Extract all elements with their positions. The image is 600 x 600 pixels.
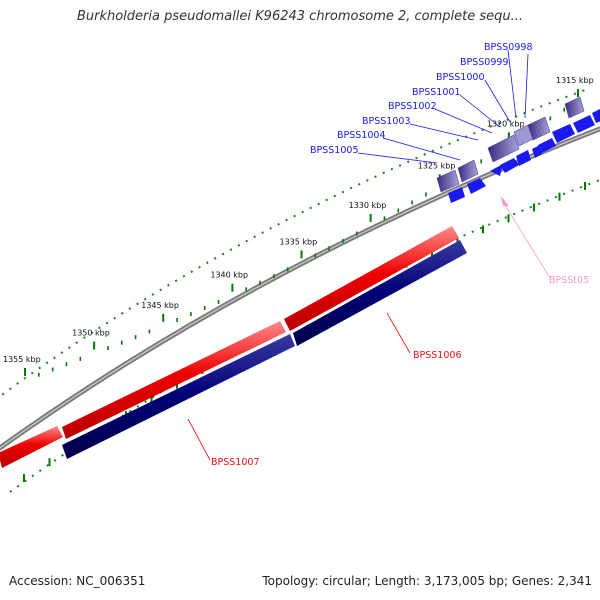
upper-gene-cluster[interactable]	[436, 96, 600, 203]
map-title: Burkholderia pseudomallei K96243 chromos…	[76, 9, 524, 24]
gene-bpss1006-forward-segment[interactable]	[284, 226, 459, 331]
small-gene-8	[552, 124, 575, 143]
gene-label-bpss0999[interactable]: BPSS0999	[460, 57, 508, 68]
gene-label-bpss1006[interactable]: BPSS1006	[413, 350, 461, 361]
small-gene-4	[500, 158, 519, 173]
tick-label-1345: 1345 kbp	[141, 301, 179, 310]
tick-label-1320: 1320 kbp	[487, 119, 525, 128]
accession-footer: Accession: NC_006351	[9, 574, 146, 588]
operon-box-bpss1003	[487, 134, 520, 163]
tick-label-1330: 1330 kbp	[349, 201, 387, 210]
gene-label-bpss1003[interactable]: BPSS1003	[362, 116, 410, 127]
gene-bpss1007-forward-segment[interactable]	[0, 426, 63, 468]
small-gene-1	[448, 187, 465, 203]
operon-box-bpss1005	[436, 169, 460, 193]
gene-label-bpss1005[interactable]: BPSS1005	[310, 145, 358, 156]
gene-label-bpss1002[interactable]: BPSS1002	[388, 101, 436, 112]
gene-leader-lines	[187, 49, 551, 461]
backbone-track-highlight	[0, 128, 600, 449]
trna-marker[interactable]	[501, 196, 509, 206]
gene-label-bpss1007[interactable]: BPSS1007	[211, 457, 259, 468]
small-gene-9	[573, 115, 595, 133]
tick-label-1335: 1335 kbp	[280, 238, 318, 247]
gene-label-bpss1004[interactable]: BPSS1004	[337, 130, 385, 141]
small-gene-2	[467, 178, 486, 194]
tick-label-1355: 1355 kbp	[3, 355, 41, 364]
tick-label-1350: 1350 kbp	[72, 329, 110, 338]
operon-box-bpss1004	[457, 159, 479, 183]
gene-bpss1006-reverse-segment[interactable]	[293, 240, 467, 346]
tick-label-1325: 1325 kbp	[418, 161, 456, 170]
ruler-tick-labels: 1315 kbp 1320 kbp 1325 kbp 1330 kbp 1335 kbp…	[3, 76, 594, 364]
tick-label-1340: 1340 kbp	[210, 271, 248, 280]
small-gene-10	[592, 109, 600, 123]
gene-label-bpss0998[interactable]: BPSS0998	[484, 42, 532, 53]
outer-ruler-guide	[0, 89, 586, 398]
gene-bpss1007-forward-segment-2[interactable]	[62, 321, 286, 439]
topology-summary-footer: Topology: circular; Length: 3,173,005 bp…	[262, 574, 592, 588]
operon-box-bpss1001	[527, 116, 551, 141]
gene-label-bpss1000[interactable]: BPSS1000	[436, 72, 484, 83]
small-gene-5	[516, 150, 531, 166]
small-gene-3	[490, 164, 503, 176]
gene-bpss1007-reverse-segment[interactable]	[62, 334, 295, 459]
small-gene-6	[532, 145, 542, 158]
gene-label-bpss1001[interactable]: BPSS1001	[412, 87, 460, 98]
operon-box-bpss0998	[564, 96, 585, 119]
tick-label-1315: 1315 kbp	[556, 76, 594, 85]
small-gene-7	[538, 138, 556, 153]
gene-label-bpsst05[interactable]: BPSSt05	[549, 275, 589, 286]
backbone-track	[0, 126, 600, 451]
